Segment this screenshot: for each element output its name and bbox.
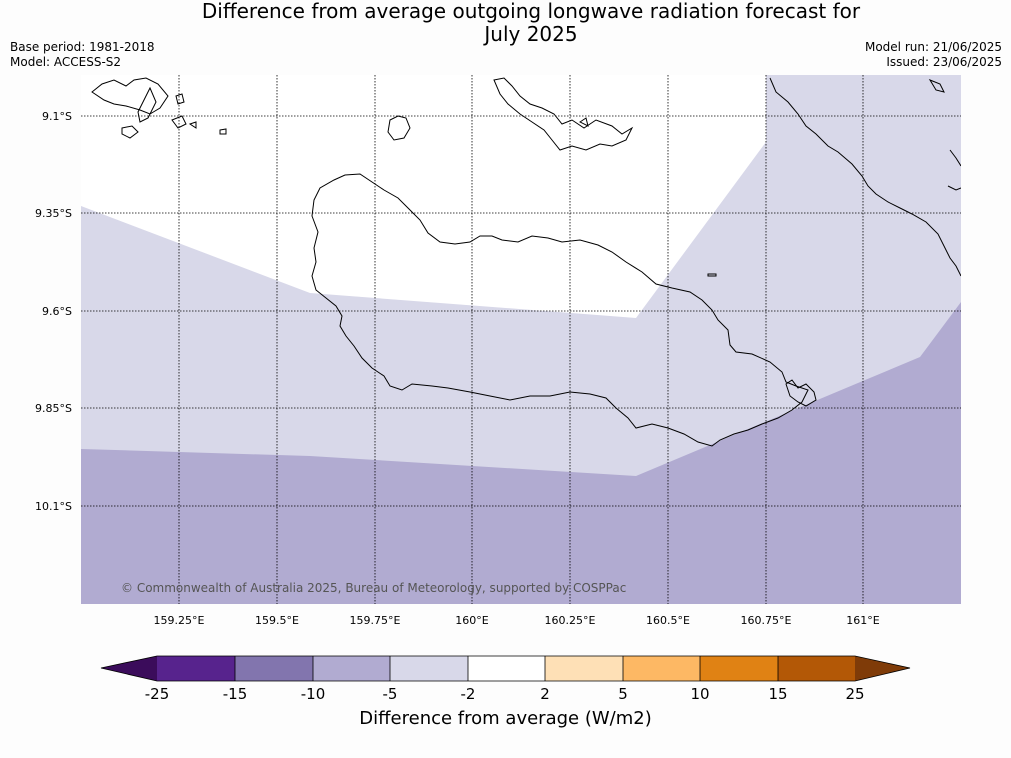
colorbar-segment (623, 656, 700, 681)
issued-text: Issued: 23/06/2025 (886, 55, 1002, 69)
savo-island-coastline (387, 115, 411, 141)
florida-islands-coastline (493, 77, 634, 151)
model-text: Model: ACCESS-S2 (10, 55, 122, 69)
lat-label: 10.1°S (35, 500, 72, 513)
small-islet-coastline (707, 273, 717, 277)
title-line-1: Difference from average outgoing longwav… (201, 0, 861, 23)
lat-label: 9.35°S (35, 207, 72, 220)
title-line-2: July 2025 (484, 22, 578, 46)
colorbar-tick-label: 5 (618, 685, 628, 703)
coastlines (91, 77, 961, 447)
lon-label: 160.75°E (741, 614, 792, 627)
anomaly-field (81, 75, 961, 604)
colorbar-tick-label: -15 (223, 685, 248, 703)
nw-islands-coastline (91, 77, 227, 139)
lat-label: 9.85°S (35, 402, 72, 415)
colorbar-title: Difference from average (W/m2) (359, 708, 652, 729)
colorbar-segment (545, 656, 623, 681)
longitude-labels: 159.25°E 159.5°E 159.75°E 160°E 160.25°E… (154, 614, 880, 627)
model-run-text: Model run: 21/06/2025 (864, 40, 1002, 54)
colorbar-segment (468, 656, 545, 681)
colorbar-dividers (234, 656, 779, 681)
lon-label: 161°E (846, 614, 879, 627)
colorbar-tick-label: -10 (301, 685, 326, 703)
colorbar-tick-label: 2 (540, 685, 550, 703)
field-minus10-to-minus5 (81, 302, 961, 604)
lat-label: 9.1°S (42, 110, 72, 123)
lon-label: 159.75°E (350, 614, 401, 627)
colorbar-tick-label: -5 (383, 685, 398, 703)
colorbar-tick-label: 10 (690, 685, 709, 703)
colorbar-outline (100, 655, 911, 682)
graticule (81, 75, 961, 604)
colorbar-segment (313, 656, 390, 681)
lon-label: 159.5°E (255, 614, 299, 627)
meta-left: Base period: 1981-2018 Model: ACCESS-S2 (10, 40, 155, 70)
chart-title: Difference from average outgoing longwav… (0, 0, 1011, 46)
colorbar-segment (235, 656, 313, 681)
copyright-credit: © Commonwealth of Australia 2025, Bureau… (121, 581, 626, 595)
colorbar-segment (700, 656, 778, 681)
colorbar-ticks: -25 -15 -10 -5 -2 2 5 10 15 25 (145, 685, 865, 703)
lon-label: 160.5°E (646, 614, 690, 627)
latitude-labels: 9.1°S 9.35°S 9.6°S 9.85°S 10.1°S (35, 110, 72, 513)
colorbar-segment (390, 656, 468, 681)
colorbar-arrow-low (101, 656, 157, 681)
marau-sound-coastline (785, 379, 817, 407)
guadalcanal-coastline (311, 173, 809, 447)
colorbar-tick-label: 15 (768, 685, 787, 703)
colorbar: -25 -15 -10 -5 -2 2 5 10 15 25 (100, 655, 911, 703)
meta-right: Model run: 21/06/2025 Issued: 23/06/2025 (865, 40, 1002, 70)
colorbar-tick-label: -2 (461, 685, 476, 703)
colorbar-arrow-high (855, 656, 910, 681)
lon-label: 160.25°E (545, 614, 596, 627)
base-period-text: Base period: 1981-2018 (10, 40, 155, 54)
malaita-coastline (769, 77, 961, 277)
colorbar-tick-label: 25 (845, 685, 864, 703)
lat-label: 9.6°S (42, 305, 72, 318)
colorbar-tick-label: -25 (145, 685, 170, 703)
colorbar-segment (778, 656, 855, 681)
lon-label: 160°E (455, 614, 488, 627)
lon-label: 159.25°E (154, 614, 205, 627)
colorbar-segment (157, 656, 235, 681)
